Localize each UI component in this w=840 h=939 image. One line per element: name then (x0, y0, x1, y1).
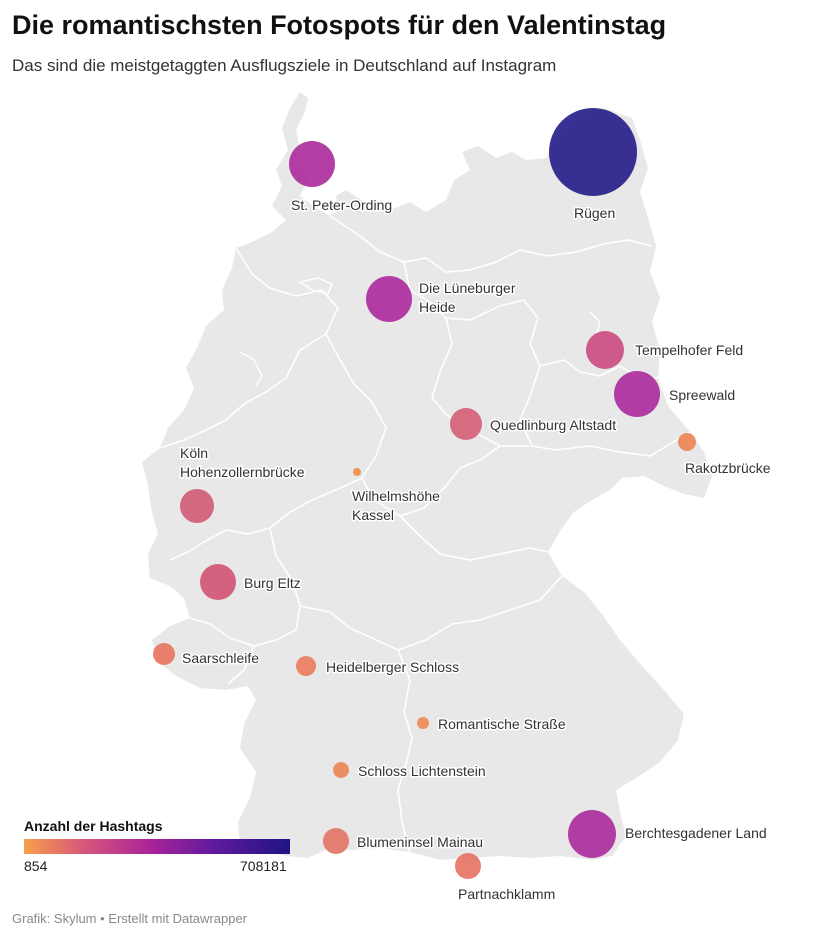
bubble-blumeninsel-mainau[interactable] (323, 828, 349, 854)
label-wilhelmsh-he-kassel: Wilhelmshöhe Kassel (352, 488, 440, 523)
location-labels: Rügen St. Peter-Ording Die Lüneburger Heide… (179, 196, 773, 904)
label-romantische-stra-e: Romantische Straße (438, 716, 566, 732)
bubble-heidelberger-schloss[interactable] (296, 656, 316, 676)
label-blumeninsel-mainau: Blumeninsel Mainau (357, 834, 483, 850)
lakes (239, 277, 601, 387)
bubble-die-l-neburger-heide[interactable] (366, 276, 412, 322)
chart-subtitle: Das sind die meistgetaggten Ausflugsziel… (12, 56, 557, 75)
bubble-rakotzbr-cke[interactable] (678, 433, 696, 451)
bubble-partnachklamm[interactable] (455, 853, 481, 879)
bubble-schloss-lichtenstein[interactable] (333, 762, 349, 778)
label-saarschleife: Saarschleife (182, 650, 259, 666)
label-spreewald: Spreewald (669, 387, 735, 403)
label-die-l-neburger-heide: Die Lüneburger Heide (419, 280, 516, 315)
label-k-ln-hohenzollernbr-cke: Köln Hohenzollernbrücke (180, 445, 305, 480)
label-rakotzbr-cke: Rakotzbrücke (685, 460, 771, 476)
location-bubbles (153, 108, 696, 879)
bubble-tempelhofer-feld[interactable] (586, 331, 624, 369)
bubble-burg-eltz[interactable] (200, 564, 236, 600)
bubble-st-peter-ording[interactable] (289, 141, 335, 187)
label-tempelhofer-feld: Tempelhofer Feld (635, 342, 743, 358)
bubble-berchtesgadener-land[interactable] (568, 810, 616, 858)
bubble-saarschleife[interactable] (153, 643, 175, 665)
chart-title: Die romantischsten Fotospots für den Val… (12, 10, 667, 40)
label-quedlinburg-altstadt: Quedlinburg Altstadt (490, 417, 616, 433)
label-burg-eltz: Burg Eltz (244, 575, 301, 591)
bubble-romantische-stra-e[interactable] (417, 717, 429, 729)
label-partnachklamm: Partnachklamm (458, 886, 555, 902)
label-berchtesgadener-land: Berchtesgadener Land (625, 825, 767, 841)
label-r-gen: Rügen (574, 205, 615, 221)
label-schloss-lichtenstein: Schloss Lichtenstein (358, 763, 486, 779)
legend-max-value: 708181 (240, 858, 287, 874)
legend-color-scale (24, 839, 290, 854)
bubble-k-ln-hohenzollernbr-cke[interactable] (180, 489, 214, 523)
germany-outline (142, 92, 712, 860)
label-st-peter-ording: St. Peter-Ording (291, 197, 392, 213)
bubble-wilhelmsh-he-kassel[interactable] (353, 468, 361, 476)
bubble-r-gen[interactable] (549, 108, 637, 196)
legend-min-value: 854 (24, 858, 48, 874)
legend-title: Anzahl der Hashtags (24, 818, 163, 834)
label-heidelberger-schloss: Heidelberger Schloss (326, 659, 459, 675)
bubble-quedlinburg-altstadt[interactable] (450, 408, 482, 440)
footer-credit: Grafik: Skylum • Erstellt mit Datawrappe… (12, 911, 247, 926)
bubble-spreewald[interactable] (614, 371, 660, 417)
